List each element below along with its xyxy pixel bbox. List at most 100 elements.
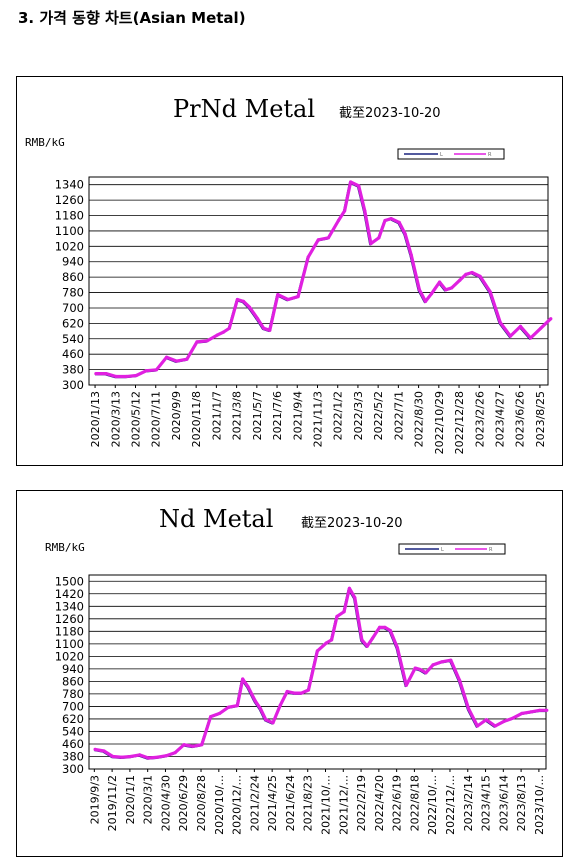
x-tick-label: 2021/11/3: [311, 391, 324, 447]
nd-metal-chart-panel: Nd Metal 截至2023-10-20 RMB/kG L R 300 380 460 540…: [16, 490, 563, 857]
data-point: [529, 336, 533, 340]
y-tick-label: 1420: [55, 587, 84, 601]
data-point: [235, 297, 239, 302]
x-tick-label: 2022/10/29: [433, 391, 446, 454]
data-point: [276, 293, 280, 297]
x-tick-label: 2023/2/14: [462, 775, 475, 831]
data-point: [306, 255, 310, 259]
data-point: [336, 218, 341, 223]
x-tick-label: 2019/9/3: [88, 775, 101, 824]
data-point: [478, 274, 482, 278]
data-point: [449, 658, 453, 662]
x-tick-label: 2020/9/9: [170, 391, 183, 440]
data-point: [94, 372, 98, 376]
data-point: [383, 625, 387, 629]
data-point: [429, 292, 434, 296]
y-tick-label: 1260: [55, 612, 84, 626]
data-point: [195, 340, 199, 344]
data-point: [330, 638, 334, 642]
data-point: [369, 242, 373, 246]
y-tick-label: 380: [62, 749, 84, 763]
x-tick-label: 2022/8/30: [413, 391, 426, 447]
data-point: [200, 743, 204, 747]
x-tick-label: 2020/10/...: [213, 775, 226, 835]
data-point: [292, 691, 296, 695]
x-tick-label: 2021/3/8: [231, 391, 244, 440]
data-point: [241, 677, 245, 681]
data-point: [493, 724, 497, 728]
data-point: [316, 238, 320, 242]
data-point: [191, 744, 195, 748]
data-point: [450, 286, 454, 290]
x-tick-label: 2021/4/25: [266, 775, 279, 831]
data-point: [315, 649, 319, 653]
data-point: [124, 374, 128, 379]
series-line: [94, 180, 553, 379]
series-line-main: [94, 586, 547, 760]
x-tick-label: 2022/8/18: [408, 775, 421, 831]
data-point: [146, 756, 151, 760]
legend-entry-1: R: [488, 152, 492, 158]
data-point: [218, 711, 222, 715]
x-tick-label: 2021/1/7: [210, 391, 223, 440]
data-point: [285, 689, 289, 694]
plot-area: [88, 574, 547, 770]
data-point: [175, 359, 179, 363]
y-tick-label: 780: [62, 286, 84, 300]
x-tick-label: 2020/12/...: [231, 775, 244, 835]
x-tick-label: 2021/6/24: [284, 775, 297, 831]
data-point: [155, 755, 159, 759]
data-point: [440, 660, 444, 664]
data-point: [378, 625, 382, 629]
data-point: [458, 679, 462, 683]
x-tick-label: 2022/1/2: [332, 391, 345, 440]
legend-entry-1: R: [489, 547, 493, 553]
data-point: [296, 295, 300, 299]
data-point: [262, 326, 266, 330]
x-tick-label: 2022/7/1: [392, 391, 405, 440]
data-point: [464, 272, 468, 276]
data-point: [377, 236, 381, 240]
y-tick-label: 620: [62, 316, 84, 330]
data-point: [404, 683, 408, 687]
data-point: [360, 638, 364, 642]
data-point: [278, 704, 282, 708]
x-tick-label: 2021/10/...: [320, 775, 333, 835]
data-point: [164, 754, 168, 758]
data-point: [488, 290, 492, 294]
data-point: [246, 685, 250, 689]
data-point: [511, 716, 515, 720]
data-point: [365, 644, 369, 648]
data-point: [347, 586, 351, 590]
x-tick-label: 2022/12/28: [453, 391, 466, 454]
data-point: [165, 355, 169, 359]
data-point: [185, 357, 189, 361]
data-point: [335, 614, 339, 618]
data-point: [226, 705, 231, 709]
x-tick-label: 2020/6/29: [177, 775, 190, 831]
x-tick-label: 2020/3/1: [142, 775, 155, 824]
data-point: [173, 751, 177, 755]
data-point: [520, 711, 524, 715]
y-tick-label: 460: [62, 347, 84, 361]
data-point: [413, 666, 417, 670]
data-point: [134, 373, 138, 378]
y-tick-label: 300: [62, 378, 84, 392]
data-point: [120, 755, 124, 759]
x-tick-label: 2021/9/4: [291, 391, 304, 440]
y-axis-unit-label: RMB/kG: [45, 541, 85, 554]
data-point: [247, 305, 252, 309]
section-heading: 3. 가격 동향 차트(Asian Metal): [18, 9, 246, 27]
y-tick-label: 1340: [55, 599, 84, 613]
data-point: [235, 704, 239, 708]
data-point: [215, 333, 219, 337]
y-tick-label: 860: [62, 270, 84, 284]
x-tick-label: 2020/5/12: [130, 391, 143, 447]
data-point: [545, 708, 549, 712]
data-point: [395, 646, 399, 650]
x-tick-label: 2022/2/19: [355, 775, 368, 831]
x-tick-label: 2021/7/6: [271, 391, 284, 440]
